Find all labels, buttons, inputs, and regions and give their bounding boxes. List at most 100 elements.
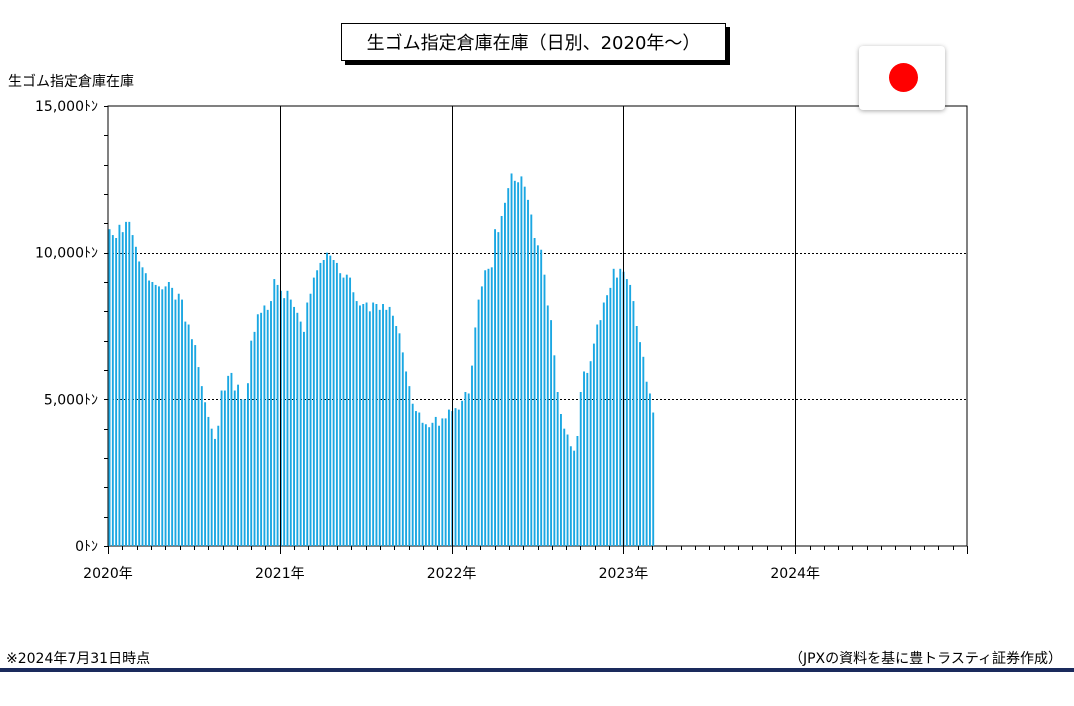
y-axis-label: 生ゴム指定倉庫在庫 <box>8 74 134 90</box>
bar <box>447 409 450 546</box>
bar <box>177 293 180 546</box>
bar <box>365 302 368 546</box>
bar <box>276 284 279 546</box>
x-tick-label: 2022年 <box>427 566 477 582</box>
bar <box>250 340 253 546</box>
bar <box>648 393 651 546</box>
bar <box>388 306 391 546</box>
bar <box>504 202 506 547</box>
bar <box>599 320 602 546</box>
bar <box>197 367 200 546</box>
bar <box>332 260 335 546</box>
bar <box>187 324 190 546</box>
bar <box>510 173 513 546</box>
bar <box>583 371 585 546</box>
bar <box>592 343 595 546</box>
bar <box>223 390 226 546</box>
bar <box>286 290 289 546</box>
bar <box>543 274 546 546</box>
bar <box>167 282 170 546</box>
bar <box>134 246 137 547</box>
bar <box>326 252 328 547</box>
bar <box>421 422 424 546</box>
bar <box>362 304 365 546</box>
bar <box>263 305 266 546</box>
bar <box>207 416 210 546</box>
bar <box>355 301 358 546</box>
bar <box>256 314 259 546</box>
bar <box>527 199 529 546</box>
bar <box>184 321 187 546</box>
bar <box>415 411 417 546</box>
bar <box>303 331 305 546</box>
bar <box>237 384 239 546</box>
bar <box>602 302 605 546</box>
bar <box>546 305 549 546</box>
bar <box>227 375 230 546</box>
bar <box>652 412 655 546</box>
bar <box>616 277 618 546</box>
bar <box>312 277 315 546</box>
bar <box>629 284 632 546</box>
bar <box>625 279 628 546</box>
bar <box>240 399 243 546</box>
chart-title: 生ゴム指定倉庫在庫（日別、2020年～） <box>341 23 726 61</box>
bar <box>639 342 641 546</box>
bar <box>589 361 592 546</box>
bar <box>164 286 167 546</box>
bar <box>382 304 384 546</box>
bar <box>266 309 269 546</box>
y-tick-label: 15,000ﾄﾝ <box>35 99 98 115</box>
bar <box>477 299 480 546</box>
bar <box>154 284 157 546</box>
bar <box>517 182 520 546</box>
bar <box>200 386 203 546</box>
y-tick-label: 0ﾄﾝ <box>75 539 98 555</box>
bar <box>401 352 404 546</box>
bar <box>181 299 183 546</box>
bar <box>144 273 147 546</box>
bar <box>635 326 638 546</box>
bar <box>352 292 355 546</box>
bar <box>612 268 615 546</box>
bar <box>418 412 421 546</box>
bar <box>619 268 622 546</box>
bar <box>536 245 539 546</box>
bar <box>108 229 111 546</box>
bar <box>214 438 216 546</box>
x-tick-label: 2021年 <box>255 566 305 582</box>
bar <box>260 312 263 546</box>
bar <box>606 295 609 546</box>
bar <box>395 326 398 546</box>
bar <box>500 216 503 546</box>
bar <box>431 422 434 546</box>
bar <box>408 386 411 546</box>
bar <box>586 372 589 546</box>
bar <box>316 270 319 546</box>
bar <box>474 327 477 546</box>
bar <box>111 235 114 546</box>
bar <box>520 176 523 546</box>
bar <box>141 267 144 546</box>
bar <box>560 414 562 546</box>
bar <box>151 282 154 546</box>
bar <box>444 418 447 546</box>
bar <box>642 356 645 546</box>
bar <box>424 424 427 546</box>
bar <box>378 309 381 546</box>
bar <box>467 393 470 546</box>
bar <box>299 321 302 546</box>
bar <box>550 320 553 546</box>
bar <box>579 392 582 546</box>
flag-circle <box>889 63 918 92</box>
bar <box>306 302 309 546</box>
bar <box>115 238 118 546</box>
bar <box>576 436 579 546</box>
y-tick-label: 5,000ﾄﾝ <box>44 392 98 408</box>
bar <box>441 418 444 546</box>
bar <box>359 305 361 546</box>
bar <box>322 260 325 546</box>
bar <box>204 402 207 546</box>
bar <box>480 286 483 546</box>
bar <box>540 249 543 547</box>
